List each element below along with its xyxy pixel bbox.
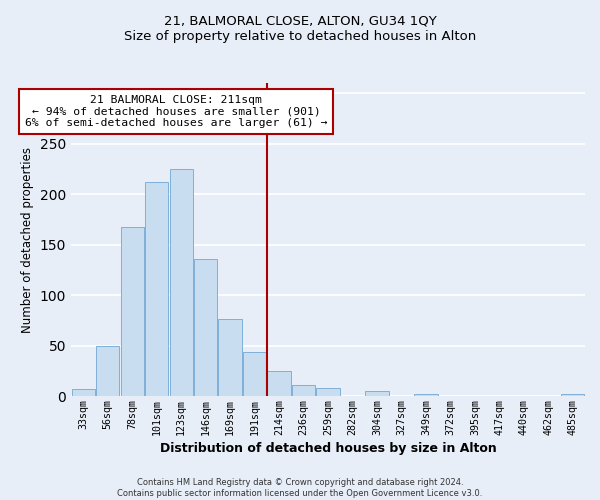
Bar bbox=[365, 391, 389, 396]
Bar bbox=[121, 226, 144, 396]
Bar bbox=[268, 371, 290, 396]
Bar bbox=[218, 320, 242, 396]
Bar bbox=[414, 394, 437, 396]
Bar bbox=[316, 388, 340, 396]
Text: Contains HM Land Registry data © Crown copyright and database right 2024.
Contai: Contains HM Land Registry data © Crown c… bbox=[118, 478, 482, 498]
Bar bbox=[145, 182, 169, 396]
Bar bbox=[71, 389, 95, 396]
X-axis label: Distribution of detached houses by size in Alton: Distribution of detached houses by size … bbox=[160, 442, 496, 455]
Bar bbox=[561, 394, 584, 396]
Bar bbox=[96, 346, 119, 397]
Bar bbox=[170, 169, 193, 396]
Bar bbox=[292, 385, 315, 396]
Bar bbox=[243, 352, 266, 397]
Text: 21 BALMORAL CLOSE: 211sqm
← 94% of detached houses are smaller (901)
6% of semi-: 21 BALMORAL CLOSE: 211sqm ← 94% of detac… bbox=[25, 95, 328, 128]
Y-axis label: Number of detached properties: Number of detached properties bbox=[21, 146, 34, 332]
Text: 21, BALMORAL CLOSE, ALTON, GU34 1QY
Size of property relative to detached houses: 21, BALMORAL CLOSE, ALTON, GU34 1QY Size… bbox=[124, 15, 476, 43]
Bar bbox=[194, 259, 217, 396]
